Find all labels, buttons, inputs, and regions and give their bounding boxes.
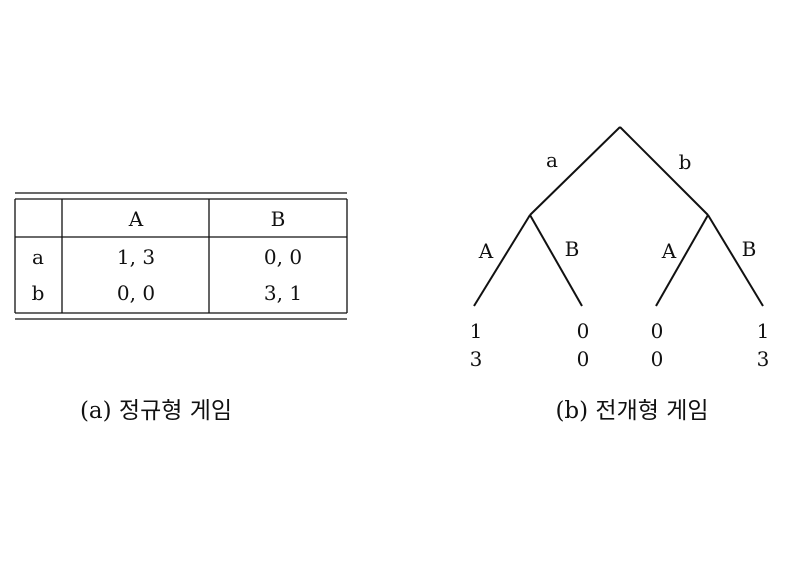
branch-a [529, 126, 621, 216]
label-action-B-right: B [742, 237, 757, 261]
caption-normal-form: (a) 정규형 게임 [80, 398, 232, 424]
label-action-A-left: A [478, 239, 494, 263]
payoff-1-p2: 3 [470, 347, 483, 371]
cell-a-A: 1, 3 [117, 245, 155, 269]
payoff-2-p1: 0 [577, 319, 590, 343]
branch-a-A [473, 214, 531, 307]
label-action-a: a [546, 148, 558, 172]
cell-b-A: 0, 0 [117, 281, 155, 305]
extensive-form-tree: a b A B A B 1 3 0 0 0 0 1 3 [470, 126, 770, 371]
branch-b [619, 126, 709, 216]
branch-a-B [529, 214, 583, 307]
cell-a-B: 0, 0 [264, 245, 302, 269]
cell-b-B: 3, 1 [264, 281, 302, 305]
normal-form-table: A B a 1, 3 0, 0 b 0, 0 3, 1 [14, 192, 348, 320]
col-header-B: B [271, 207, 286, 231]
payoff-3-p1: 0 [651, 319, 664, 343]
payoff-4-p2: 3 [757, 347, 770, 371]
col-header-A: A [128, 207, 144, 231]
payoff-2-p2: 0 [577, 347, 590, 371]
payoff-4-p1: 1 [757, 319, 770, 343]
payoff-3-p2: 0 [651, 347, 664, 371]
row-label-a: a [32, 245, 44, 269]
branch-b-A [655, 214, 709, 307]
label-action-b: b [679, 150, 692, 174]
caption-extensive-form: (b) 전개형 게임 [555, 398, 708, 424]
payoff-1-p1: 1 [470, 319, 483, 343]
row-label-b: b [32, 281, 45, 305]
branch-b-B [707, 214, 764, 307]
label-action-B-left: B [565, 237, 580, 261]
label-action-A-right: A [661, 239, 677, 263]
